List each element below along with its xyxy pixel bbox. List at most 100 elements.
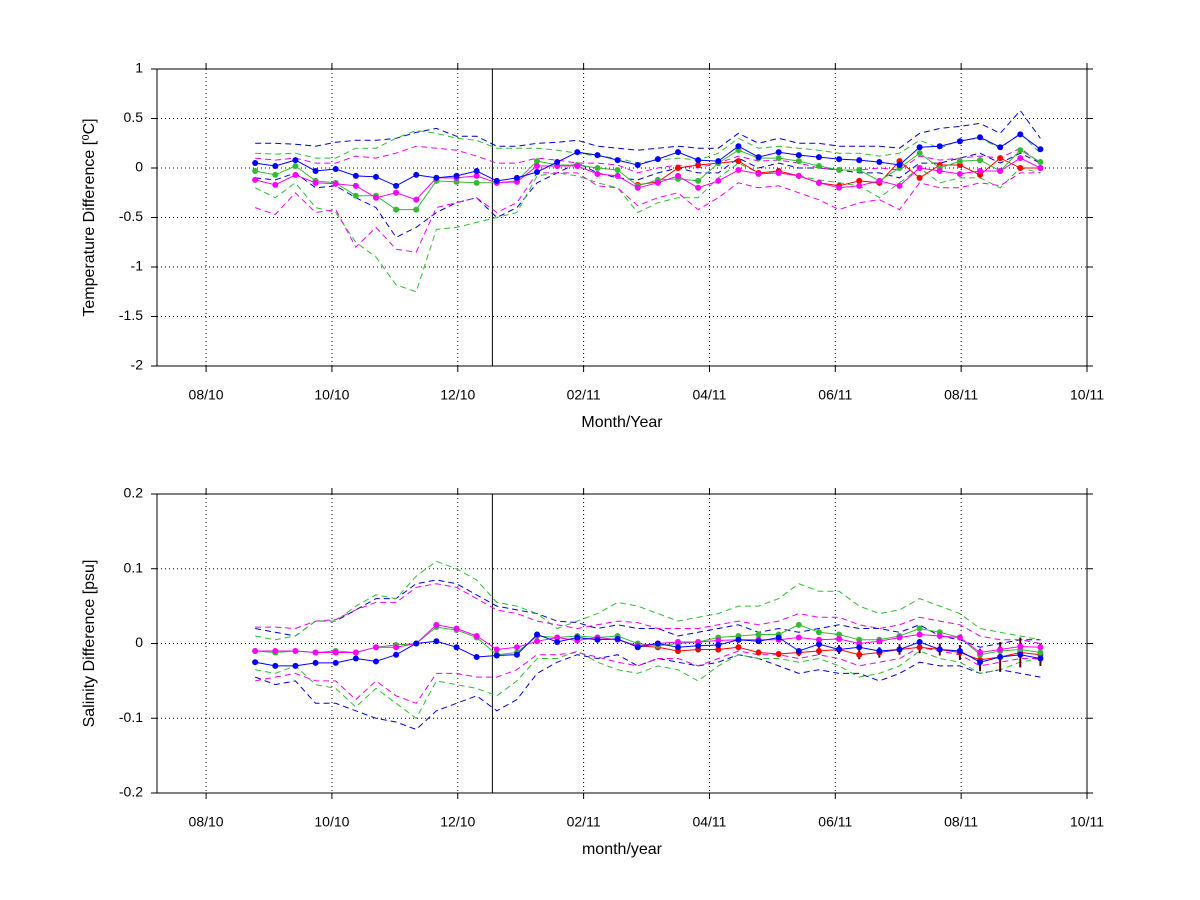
data-point xyxy=(252,167,259,174)
data-point xyxy=(614,166,621,173)
data-point xyxy=(755,649,762,656)
data-point xyxy=(715,637,722,644)
x-tick-label: 10/10 xyxy=(314,814,349,830)
envelope-line xyxy=(255,579,1041,648)
data-point xyxy=(956,138,963,145)
data-point xyxy=(292,157,299,164)
envelope-line xyxy=(255,654,1041,731)
data-point xyxy=(272,171,279,178)
data-point xyxy=(1037,159,1044,166)
data-point xyxy=(1037,655,1044,662)
data-point xyxy=(836,636,843,643)
data-point xyxy=(332,180,339,187)
data-point xyxy=(352,655,359,662)
data-point xyxy=(815,641,822,648)
data-point xyxy=(876,159,883,166)
data-point xyxy=(836,156,843,163)
envelope-line xyxy=(255,583,1041,644)
data-point xyxy=(815,636,822,643)
data-point xyxy=(372,194,379,201)
data-point xyxy=(493,177,500,184)
data-point xyxy=(272,662,279,669)
data-point xyxy=(473,633,480,640)
envelope-line xyxy=(255,152,1041,238)
data-point xyxy=(876,647,883,654)
data-point xyxy=(916,625,923,632)
y-tick-label: -2 xyxy=(131,357,144,373)
data-point xyxy=(393,182,400,189)
data-point xyxy=(1017,651,1024,658)
data-point xyxy=(936,633,943,640)
series-line xyxy=(255,149,1041,211)
data-point xyxy=(856,157,863,164)
x-tick-label: 12/10 xyxy=(440,387,475,403)
data-point xyxy=(836,631,843,638)
data-point xyxy=(715,646,722,653)
data-point xyxy=(312,659,319,666)
panel: 1 0.5 0 -0.5 -1 -1.5 -2 08/10 10/10 12/10 02/11 04/… xyxy=(81,60,1104,432)
data-point xyxy=(473,167,480,174)
panel: 0.2 0.1 0 -0.1 -0.2 08/10 10/10 12/10 02/11 04/11… xyxy=(81,485,1104,859)
y-tick-label: 0.2 xyxy=(124,485,144,501)
data-point xyxy=(272,181,279,188)
data-point xyxy=(614,636,621,643)
data-point xyxy=(594,170,601,177)
x-tick-label: 02/11 xyxy=(567,814,601,830)
x-tick-label: 08/10 xyxy=(189,814,224,830)
data-point xyxy=(1037,165,1044,171)
data-point xyxy=(534,168,541,175)
data-point xyxy=(956,170,963,177)
y-tick-label: 0.1 xyxy=(124,559,144,575)
x-tick-label: 10/11 xyxy=(1070,814,1104,830)
data-point xyxy=(795,647,802,654)
data-point xyxy=(594,152,601,159)
data-point xyxy=(997,653,1004,660)
data-point xyxy=(534,163,541,170)
data-point xyxy=(815,154,822,161)
y-tick-label: 0 xyxy=(135,159,143,175)
data-point xyxy=(473,179,480,186)
data-point xyxy=(534,631,541,638)
x-axis-label: month/year xyxy=(582,841,663,858)
data-point xyxy=(876,638,883,645)
data-point xyxy=(695,177,702,184)
x-tick-label: 10/11 xyxy=(1070,387,1104,403)
data-point xyxy=(735,166,742,173)
data-point xyxy=(312,179,319,186)
data-point xyxy=(413,640,420,647)
x-tick-label: 08/11 xyxy=(944,387,978,403)
data-point xyxy=(896,162,903,169)
data-point xyxy=(614,172,621,179)
data-point xyxy=(453,644,460,651)
data-point xyxy=(715,177,722,184)
data-point xyxy=(916,631,923,638)
data-point xyxy=(654,156,661,163)
data-point xyxy=(1017,155,1024,162)
data-point xyxy=(513,174,520,181)
data-point xyxy=(815,629,822,636)
data-point xyxy=(332,659,339,666)
data-point xyxy=(453,172,460,179)
envelope-line xyxy=(255,109,1041,151)
data-point xyxy=(775,155,782,162)
data-point xyxy=(1017,131,1024,138)
data-point xyxy=(433,174,440,181)
data-point xyxy=(554,639,561,646)
data-point xyxy=(735,158,742,165)
data-point xyxy=(252,176,259,183)
data-point xyxy=(936,143,943,150)
data-point xyxy=(634,184,641,191)
y-tick-label: -0.5 xyxy=(119,208,143,224)
data-point xyxy=(675,149,682,156)
y-tick-label: -1 xyxy=(131,258,144,274)
data-point xyxy=(977,134,984,141)
data-point xyxy=(1017,643,1024,650)
envelope-line xyxy=(255,560,1041,641)
data-point xyxy=(856,166,863,173)
data-point xyxy=(1037,644,1044,651)
data-point xyxy=(332,165,339,172)
data-point xyxy=(977,659,984,666)
data-point xyxy=(856,177,863,184)
data-point xyxy=(795,621,802,628)
data-point xyxy=(574,149,581,156)
